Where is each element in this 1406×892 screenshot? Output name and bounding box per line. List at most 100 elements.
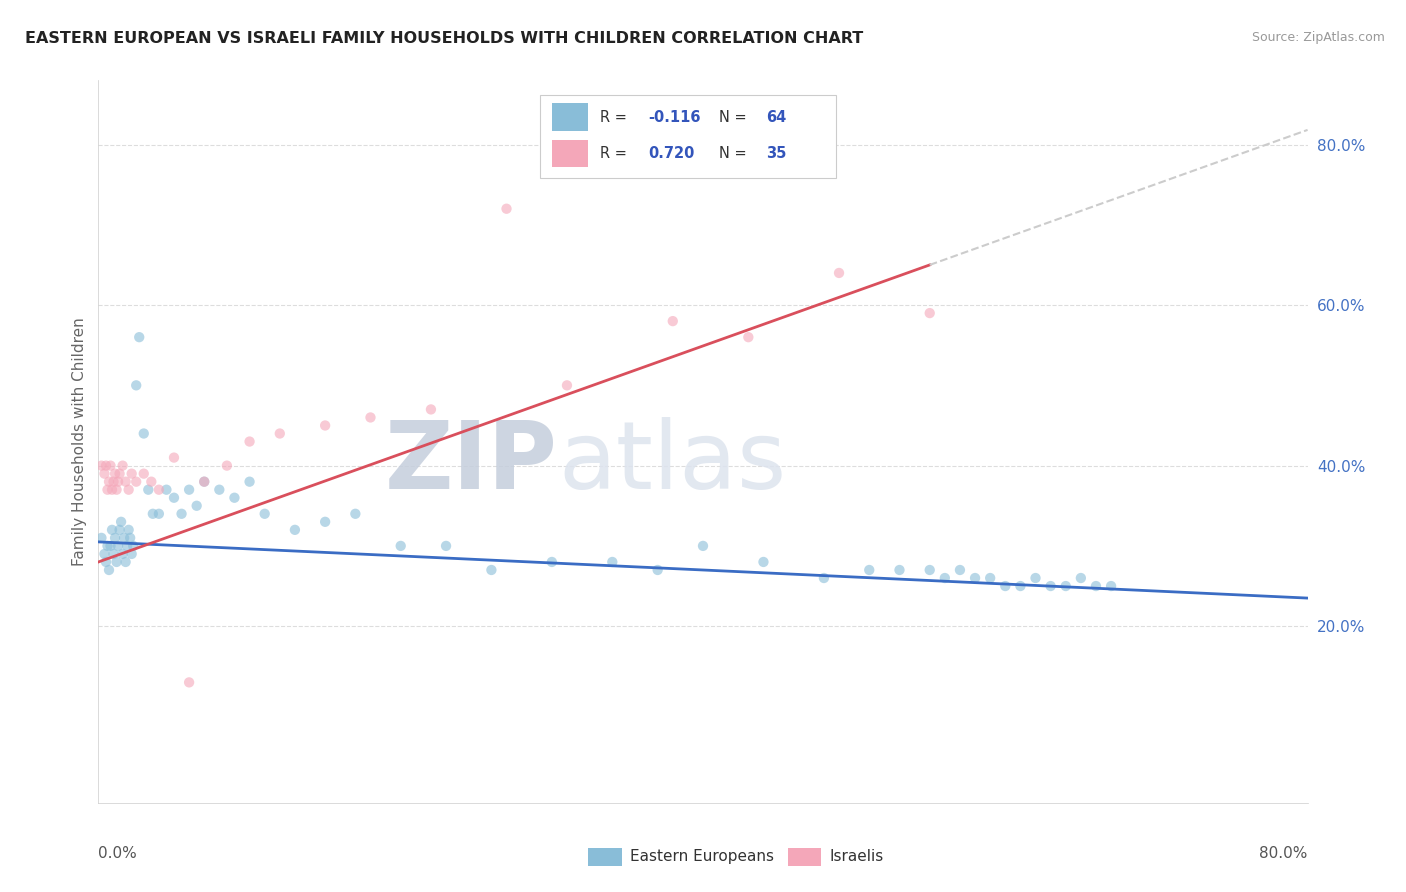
Point	[141, 475, 163, 489]
Point	[193, 475, 215, 489]
Point	[269, 426, 291, 441]
Point	[110, 515, 132, 529]
Text: EASTERN EUROPEAN VS ISRAELI FAMILY HOUSEHOLDS WITH CHILDREN CORRELATION CHART: EASTERN EUROPEAN VS ISRAELI FAMILY HOUSE…	[25, 31, 863, 46]
Bar	[551, 103, 588, 131]
Point	[170, 507, 193, 521]
Point	[163, 450, 186, 465]
Text: -0.116: -0.116	[648, 110, 702, 125]
Text: 64: 64	[766, 110, 786, 125]
Point	[737, 330, 759, 344]
Point	[163, 491, 186, 505]
Point	[314, 515, 336, 529]
Point	[101, 523, 124, 537]
Point	[114, 555, 136, 569]
Point	[98, 475, 121, 489]
Point	[111, 458, 134, 473]
Text: N =: N =	[718, 145, 751, 161]
Point	[314, 418, 336, 433]
Point	[193, 475, 215, 489]
Bar	[787, 847, 821, 865]
Point	[828, 266, 851, 280]
Point	[108, 523, 131, 537]
Y-axis label: Family Households with Children: Family Households with Children	[72, 318, 87, 566]
Point	[118, 523, 141, 537]
Point	[108, 467, 131, 481]
Point	[1099, 579, 1122, 593]
Text: 80.0%: 80.0%	[1260, 847, 1308, 861]
Point	[104, 531, 127, 545]
Point	[253, 507, 276, 521]
Point	[994, 579, 1017, 593]
Point	[105, 483, 128, 497]
Point	[121, 467, 143, 481]
Point	[155, 483, 177, 497]
Point	[136, 483, 159, 497]
Point	[125, 475, 148, 489]
Point	[1039, 579, 1062, 593]
Point	[692, 539, 714, 553]
Point	[1010, 579, 1032, 593]
Point	[661, 314, 683, 328]
Point	[103, 547, 125, 561]
Point	[918, 563, 941, 577]
Point	[1024, 571, 1046, 585]
Point	[112, 531, 135, 545]
Bar	[551, 139, 588, 167]
Point	[179, 675, 201, 690]
Point	[481, 563, 503, 577]
Text: ZIP: ZIP	[385, 417, 558, 509]
Point	[602, 555, 624, 569]
Point	[100, 539, 122, 553]
Point	[360, 410, 382, 425]
Point	[858, 563, 880, 577]
Point	[103, 475, 125, 489]
Bar	[588, 847, 621, 865]
Point	[215, 458, 238, 473]
Point	[224, 491, 246, 505]
Point	[389, 539, 412, 553]
Text: 0.720: 0.720	[648, 145, 695, 161]
Point	[540, 555, 562, 569]
Point	[1070, 571, 1092, 585]
Point	[186, 499, 208, 513]
Point	[142, 507, 165, 521]
Point	[128, 330, 150, 344]
Point	[208, 483, 231, 497]
Point	[965, 571, 987, 585]
Point	[239, 475, 262, 489]
Point	[813, 571, 835, 585]
Point	[93, 547, 115, 561]
Point	[148, 507, 170, 521]
Point	[115, 539, 138, 553]
Point	[132, 426, 155, 441]
Text: R =: R =	[600, 110, 631, 125]
Point	[284, 523, 307, 537]
Point	[94, 458, 117, 473]
Point	[121, 547, 143, 561]
FancyBboxPatch shape	[540, 95, 837, 178]
Point	[120, 531, 142, 545]
Point	[94, 555, 117, 569]
Point	[107, 539, 129, 553]
Point	[118, 483, 141, 497]
Point	[918, 306, 941, 320]
Point	[239, 434, 262, 449]
Point	[647, 563, 669, 577]
Point	[934, 571, 956, 585]
Text: atlas: atlas	[558, 417, 786, 509]
Point	[101, 483, 124, 497]
Point	[96, 539, 118, 553]
Point	[148, 483, 170, 497]
Text: Source: ZipAtlas.com: Source: ZipAtlas.com	[1251, 31, 1385, 45]
Point	[90, 531, 112, 545]
Text: 0.0%: 0.0%	[98, 847, 138, 861]
Point	[96, 483, 118, 497]
Text: 35: 35	[766, 145, 786, 161]
Point	[105, 555, 128, 569]
Text: N =: N =	[718, 110, 751, 125]
Point	[555, 378, 578, 392]
Point	[111, 547, 134, 561]
Point	[90, 458, 112, 473]
Point	[114, 475, 136, 489]
Point	[104, 467, 127, 481]
